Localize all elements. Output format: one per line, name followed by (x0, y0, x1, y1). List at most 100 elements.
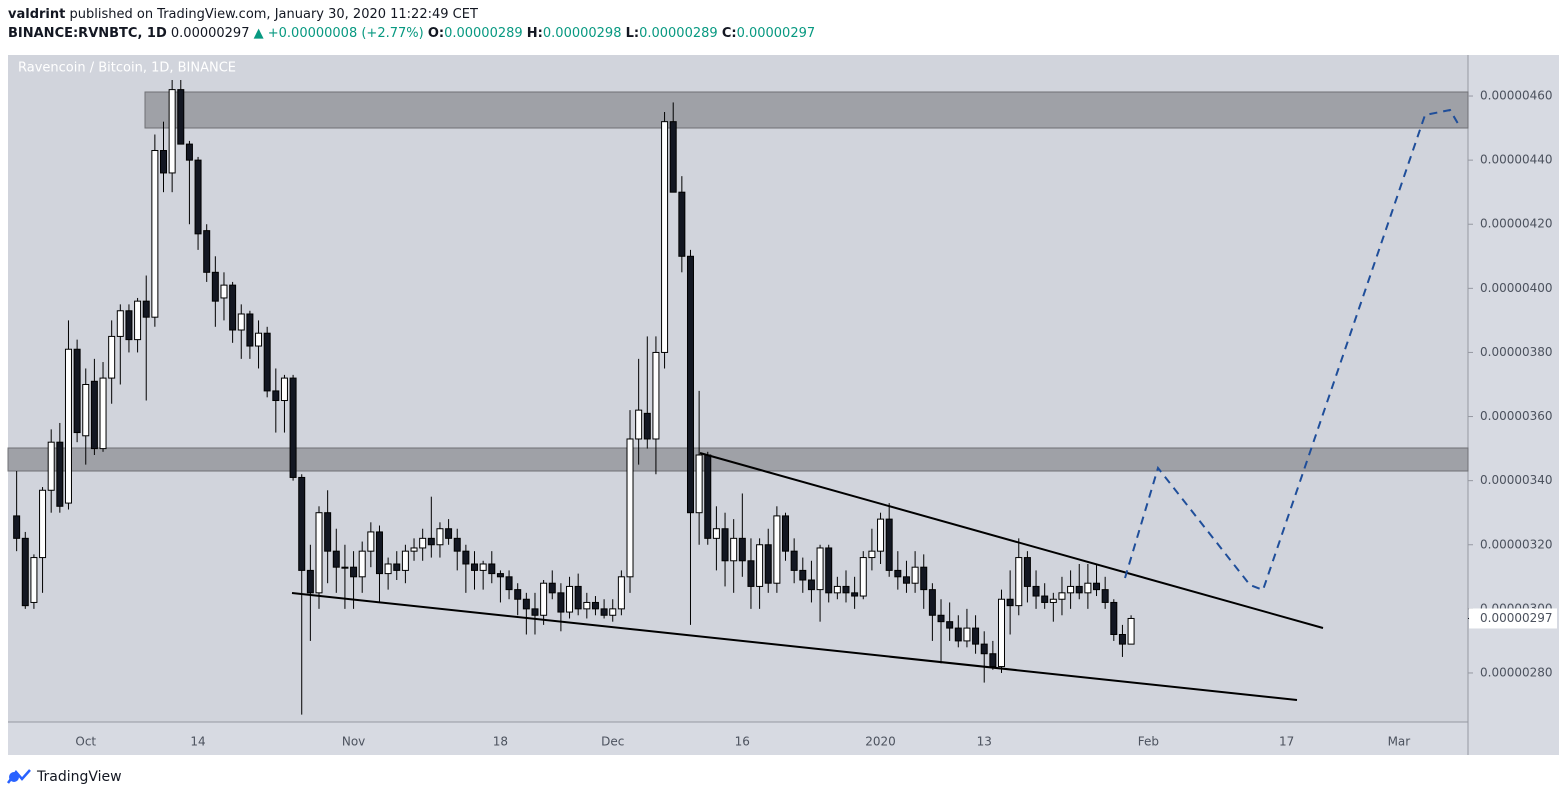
candle-body (1015, 557, 1023, 607)
candle-body (393, 563, 401, 571)
candle-body (246, 313, 254, 347)
candle-body (436, 528, 444, 546)
candle-body (203, 230, 211, 273)
candle-body (643, 412, 651, 440)
candle-body (557, 592, 565, 613)
x-tick-label: Mar (1388, 735, 1411, 749)
candle-body (324, 512, 332, 552)
candle-body (367, 531, 375, 552)
x-tick-label: 17 (1279, 735, 1294, 749)
candle-body (816, 547, 824, 591)
axes: 0.00000460 0.00000440 0.00000420 0.00000400… (75, 89, 1557, 749)
candle-body (419, 537, 427, 549)
candle-body (859, 557, 867, 597)
candle-body (704, 454, 712, 539)
candle-body (125, 310, 133, 341)
candle-body (280, 377, 288, 402)
candle-body (151, 150, 159, 318)
logo-line (6, 769, 31, 784)
candle-body (315, 512, 323, 594)
candle-body (747, 560, 755, 587)
candle-body (825, 547, 833, 594)
o-value: 0.00000289 (444, 26, 523, 41)
y-tick-label: 0.00000280 (1480, 665, 1553, 679)
trendline (291, 592, 1298, 701)
author: valdrint (8, 7, 65, 22)
candle-body (782, 515, 790, 552)
candle-body (375, 531, 383, 575)
brand: TradingView (36, 769, 122, 785)
candle-body (410, 547, 418, 552)
y-tick-label: 0.00000380 (1480, 345, 1553, 359)
y-tick-label: 0.00000340 (1480, 473, 1553, 487)
candle-body (1093, 582, 1101, 591)
candle-body (47, 441, 55, 491)
candle-body (963, 627, 971, 642)
y-tick-label: 0.00000360 (1480, 409, 1553, 423)
candle-body (678, 191, 686, 257)
candle-body (946, 621, 954, 629)
candle-body (1049, 598, 1057, 603)
candle-body (211, 271, 219, 302)
candle-body (1084, 582, 1092, 594)
candle-body (341, 566, 349, 569)
candle-body (445, 528, 453, 539)
candle-body (168, 89, 176, 174)
l-label: L: (626, 26, 639, 41)
candle-body (134, 300, 142, 341)
candle-body (1041, 595, 1049, 603)
candle-body (661, 121, 669, 353)
candle-body (496, 573, 504, 578)
candle-body (928, 589, 936, 616)
last-price-tag (1469, 608, 1557, 629)
candle-body (609, 608, 617, 616)
candle-body (842, 585, 850, 594)
candle-body (686, 255, 694, 514)
candle-body (980, 643, 988, 655)
candle-body (237, 313, 245, 331)
resistance-zone (144, 91, 1469, 129)
last-price-label: 0.00000297 (1480, 611, 1553, 625)
change: ▲ +0.00000008 (+2.77%) (254, 26, 424, 41)
candle-body (1058, 592, 1066, 600)
c-label: C: (722, 26, 737, 41)
candle-body (99, 377, 107, 450)
x-tick-label: 2020 (865, 735, 896, 749)
candle-body (332, 550, 340, 568)
candle-body (401, 550, 409, 571)
time-axis (8, 722, 1468, 755)
candle-body (177, 89, 185, 145)
candle-body (540, 582, 548, 616)
candle-body (82, 383, 90, 437)
x-tick-label: 16 (735, 735, 750, 749)
candle-body (1075, 585, 1083, 594)
candle-body (738, 537, 746, 562)
candles (13, 80, 1135, 715)
candle-body (142, 300, 150, 318)
candle-body (600, 608, 608, 616)
candle-body (384, 563, 392, 575)
candle-body (756, 544, 764, 587)
x-tick-label: Dec (601, 735, 624, 749)
c-value: 0.00000297 (737, 26, 816, 41)
candle-body (626, 438, 634, 578)
y-tick-label: 0.00000440 (1480, 153, 1553, 167)
candle-body (90, 380, 98, 450)
x-tick-label: Oct (75, 735, 96, 749)
trendline (699, 452, 1324, 629)
published: published on TradingView.com, January 30… (70, 7, 478, 22)
candle-body (160, 150, 168, 174)
candle-body (997, 598, 1005, 668)
candle-body (548, 582, 556, 594)
candle-body (350, 566, 358, 578)
candle-body (937, 614, 945, 623)
candle-body (566, 585, 574, 613)
candle-body (635, 409, 643, 440)
candle-body (1023, 557, 1031, 587)
candle-body (21, 537, 29, 607)
candle-body (851, 592, 859, 597)
candle-body (790, 550, 798, 571)
plot-area (8, 55, 1468, 722)
candle-body (185, 143, 193, 161)
